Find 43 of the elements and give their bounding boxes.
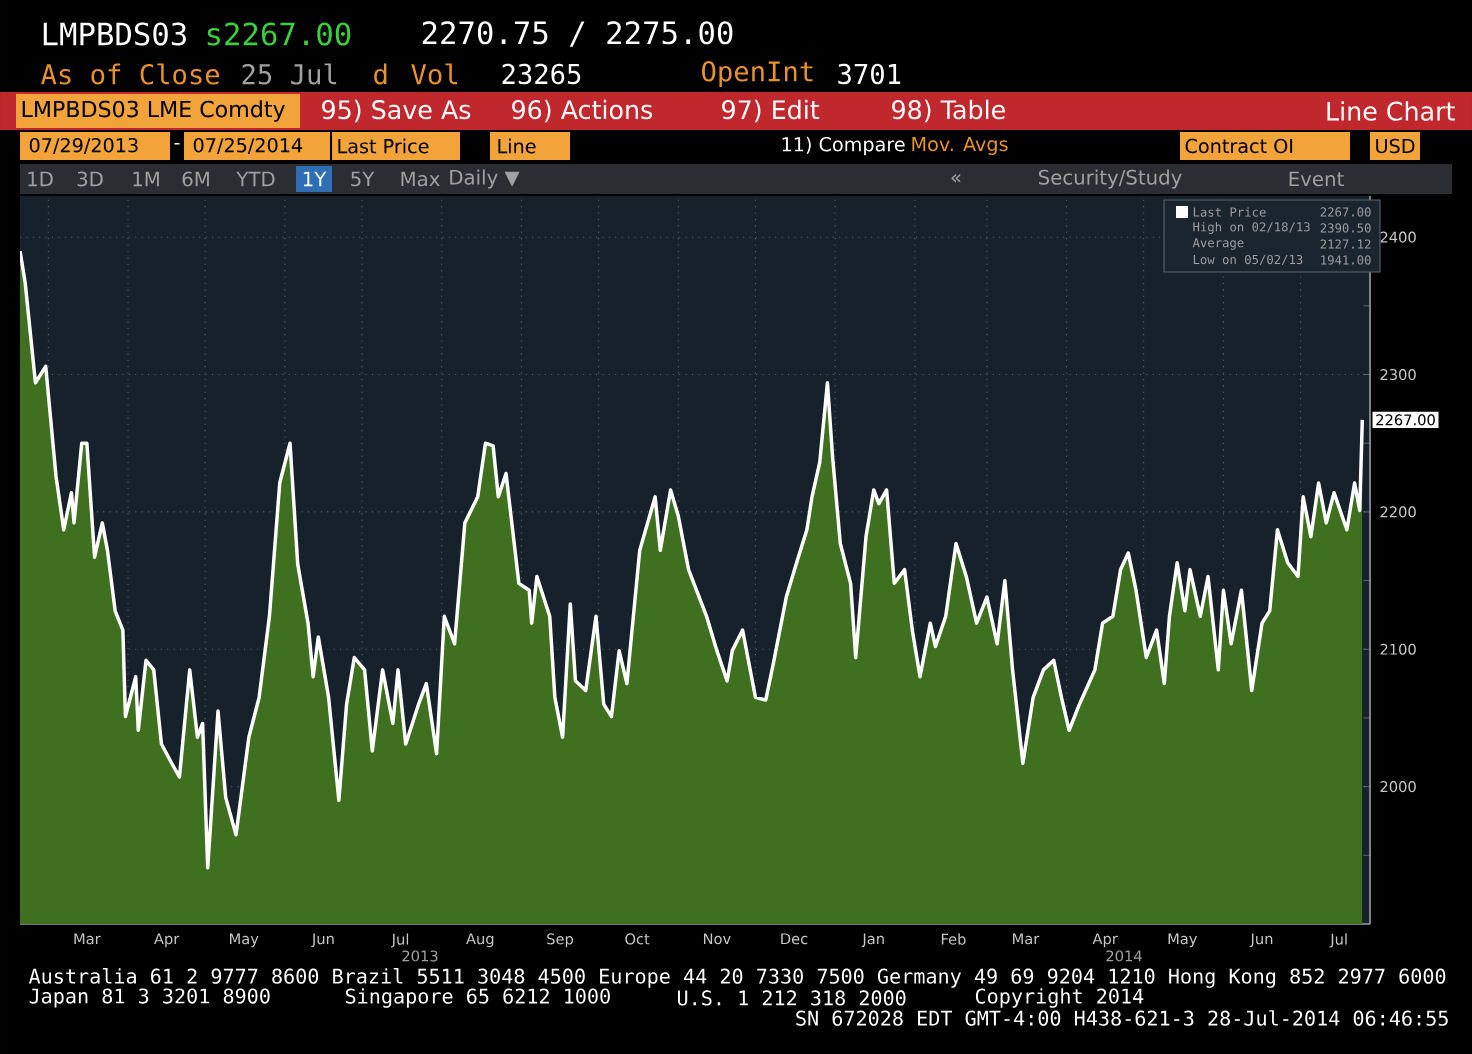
text: 1Y	[303, 171, 327, 187]
text: 6M	[182, 171, 209, 187]
text: 1M	[133, 171, 159, 187]
text: Security/Study	[1038, 169, 1182, 189]
text: 98) Table	[892, 99, 1005, 123]
text: 3701	[838, 63, 901, 85]
text: Mov. Avgs	[912, 136, 1008, 155]
text: Max	[401, 171, 440, 187]
text: Vol	[411, 63, 458, 85]
text: 07/25/2014	[193, 137, 303, 155]
text: 5Y	[351, 171, 375, 187]
text: Copyright 2014	[975, 988, 1144, 1008]
text: SN 672028 EDT GMT-4:00 H438-621-3 28-Jul-2014 06:46:55	[796, 1010, 1448, 1026]
text: Daily ▼	[450, 169, 520, 189]
text: -	[174, 142, 180, 145]
text: LMPBDS03 LME Comdty	[22, 100, 285, 122]
text: 96) Actions	[512, 99, 653, 123]
text: 23265	[502, 63, 581, 85]
text: Line Chart	[1327, 101, 1455, 121]
text: Contract OI	[1185, 138, 1293, 154]
text: OpenInt	[702, 61, 813, 87]
text: s2267.00	[207, 22, 351, 46]
text: «	[951, 173, 961, 183]
text: 95) Save As	[322, 99, 471, 123]
text: Line	[498, 138, 536, 154]
text: d	[374, 63, 387, 85]
text: Event	[1289, 171, 1344, 187]
text: 3D	[77, 171, 103, 187]
chart-title: LMPBDS03	[43, 22, 186, 46]
text: 97) Edit	[722, 99, 820, 123]
text: Singapore 65 6212 1000	[345, 988, 610, 1008]
text: 2270.75 / 2275.00	[422, 21, 733, 47]
text: Australia 61 2 9777 8600 Brazil 5511 3048 4500 Europe 44 20 7330 7500 Germany 49 69 9204 1210 Hong Kong 852 2977 6000	[28, 968, 1446, 988]
text: USD	[1376, 138, 1415, 154]
text: U.S. 1 212 318 2000	[678, 990, 906, 1006]
text: 1D	[28, 171, 53, 187]
text: 11) Compare	[782, 136, 905, 156]
text: As of Close	[41, 63, 220, 85]
text: Japan 81 3 3201 8900	[29, 988, 270, 1008]
text: 07/29/2013	[29, 137, 138, 155]
text: YTD	[236, 171, 275, 187]
text: Last Price	[338, 138, 429, 154]
text: 25 Jul	[242, 63, 337, 85]
